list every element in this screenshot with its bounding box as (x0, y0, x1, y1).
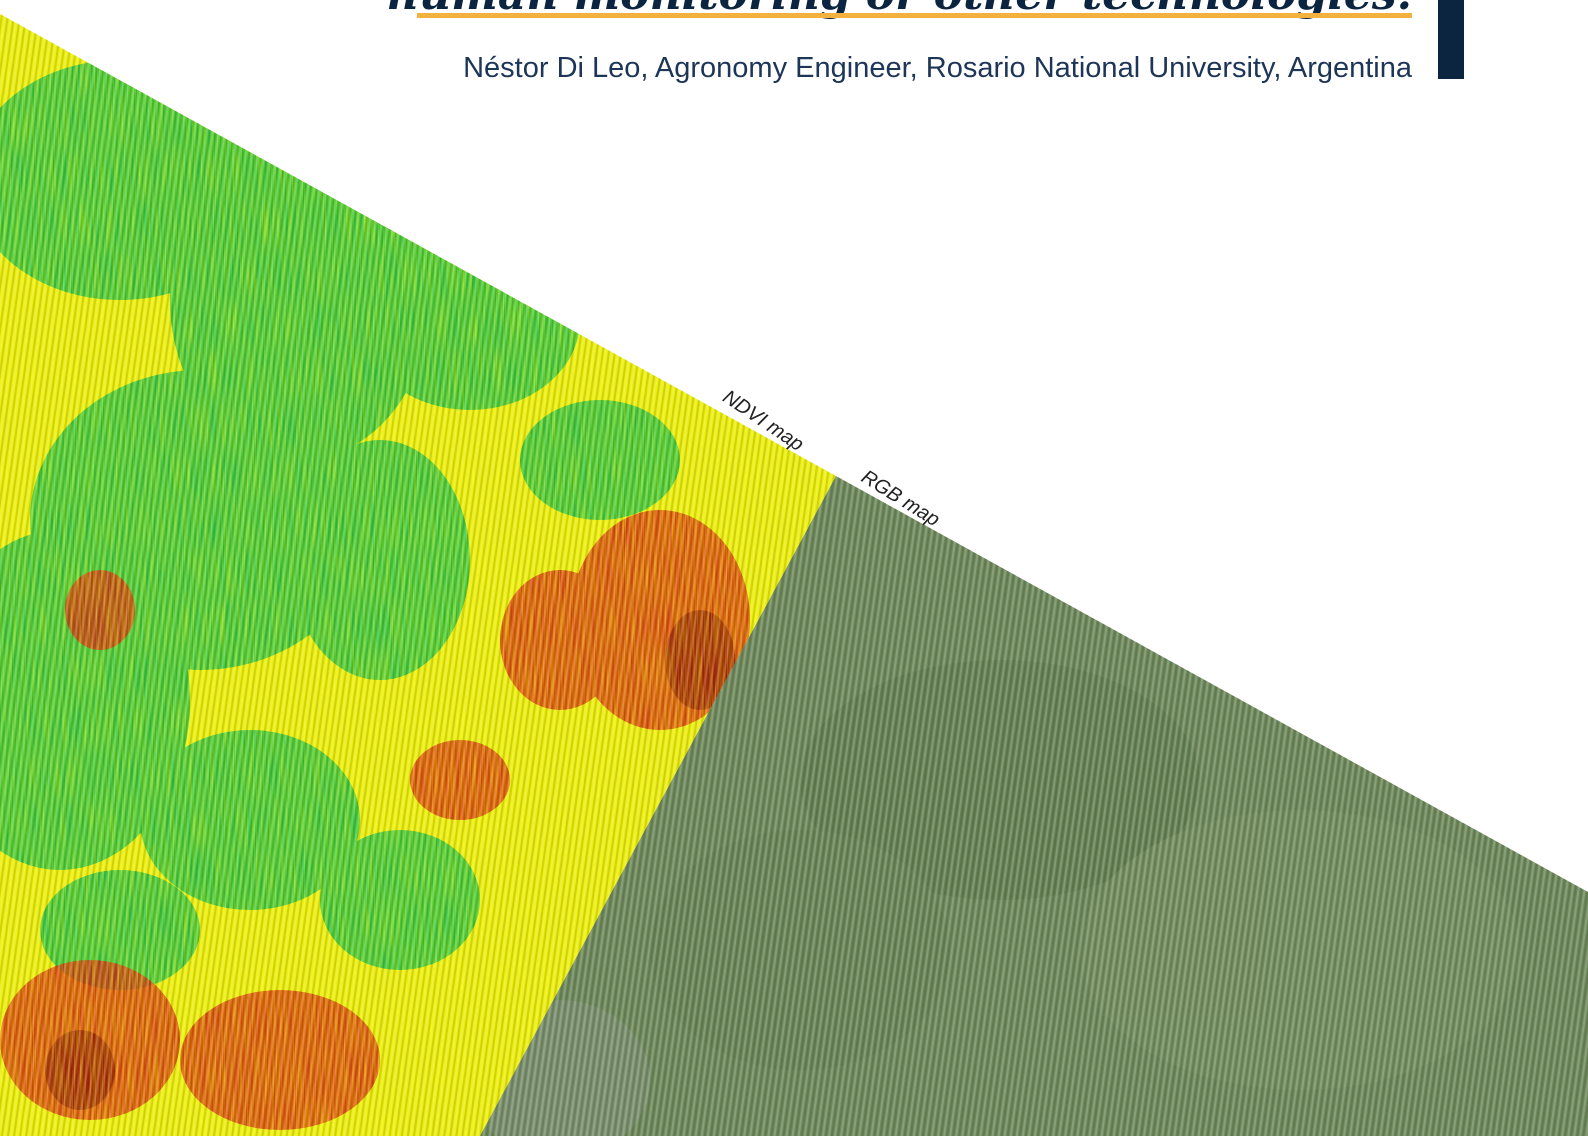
accent-bar (1438, 0, 1464, 79)
quote-underline (417, 13, 1412, 18)
author-credit: Néstor Di Leo, Agronomy Engineer, Rosari… (463, 52, 1412, 84)
quote-text: human monitoring or other technologies. (387, 0, 1412, 17)
